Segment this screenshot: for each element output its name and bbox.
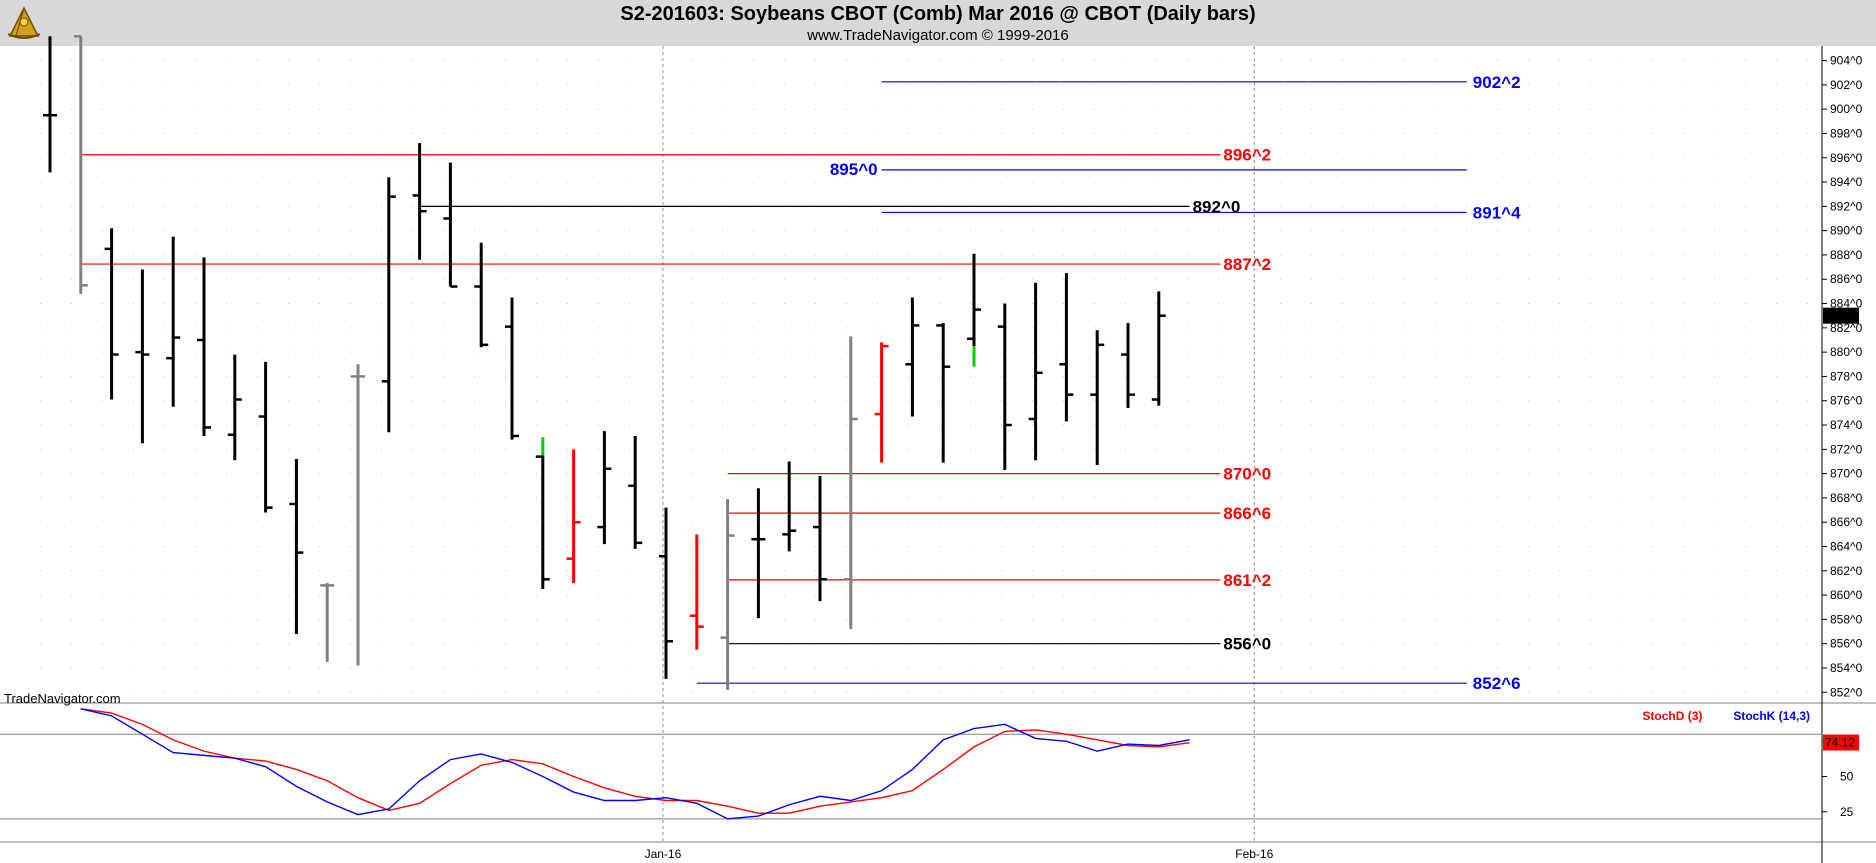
stoch-series-line bbox=[80, 708, 1190, 814]
y-tick-label: 892^0 bbox=[1830, 199, 1863, 213]
ohlc-bar bbox=[474, 242, 489, 348]
y-tick-label: 866^0 bbox=[1830, 515, 1863, 529]
level-label: 852^6 bbox=[1473, 674, 1521, 693]
last-price-flag bbox=[1823, 307, 1859, 324]
level-label: 870^0 bbox=[1223, 465, 1271, 484]
ohlc-bar bbox=[597, 431, 612, 545]
stochastic-panel: 755025StochK (14,3)StochD (3)74.12 bbox=[0, 708, 1859, 820]
ohlc-bar bbox=[720, 499, 735, 690]
ohlc-bar bbox=[813, 476, 827, 602]
y-tick-label: 902^0 bbox=[1830, 78, 1863, 92]
y-tick-label: 876^0 bbox=[1830, 394, 1863, 408]
level-label: 887^2 bbox=[1223, 255, 1271, 274]
y-tick-label: 898^0 bbox=[1830, 126, 1863, 140]
chart-title: S2-201603: Soybeans CBOT (Comb) Mar 2016… bbox=[620, 3, 1256, 25]
y-tick-label: 862^0 bbox=[1830, 564, 1863, 578]
x-tick-label: Feb-16 bbox=[1235, 847, 1273, 861]
ohlc-bar bbox=[197, 257, 211, 436]
y-tick-label: 884^0 bbox=[1830, 297, 1863, 311]
ohlc-bar bbox=[535, 437, 550, 590]
y-tick-label: 856^0 bbox=[1830, 637, 1863, 651]
ohlc-bar bbox=[1090, 330, 1105, 466]
ohlc-bar bbox=[505, 297, 519, 440]
stoch-legend-entry: StochK (14,3) bbox=[1733, 709, 1810, 723]
y-tick-label: 894^0 bbox=[1830, 175, 1863, 189]
level-label: 861^2 bbox=[1223, 571, 1271, 590]
y-tick-label: 886^0 bbox=[1830, 272, 1863, 286]
y-tick-label: 900^0 bbox=[1830, 102, 1863, 116]
level-label: 892^0 bbox=[1193, 197, 1241, 216]
ohlc-bar bbox=[1121, 322, 1135, 409]
ohlc-bar bbox=[258, 361, 273, 513]
ohlc-bar bbox=[751, 488, 766, 619]
ohlc-bar bbox=[227, 354, 242, 461]
stoch-tick-label: 50 bbox=[1840, 770, 1854, 784]
ohlc-bar bbox=[1028, 282, 1043, 461]
y-tick-label: 890^0 bbox=[1830, 224, 1863, 238]
ohlc-bar bbox=[689, 534, 704, 650]
ohlc-bar bbox=[320, 582, 335, 662]
ohlc-bar bbox=[1151, 291, 1166, 406]
ohlc-bar bbox=[997, 303, 1012, 470]
y-tick-label: 888^0 bbox=[1830, 248, 1863, 262]
y-tick-label: 854^0 bbox=[1830, 661, 1863, 675]
ohlc-bar bbox=[135, 269, 150, 444]
y-tick-label: 904^0 bbox=[1830, 54, 1863, 68]
ohlc-bar bbox=[351, 364, 365, 666]
stoch-legend-entry: StochD (3) bbox=[1642, 709, 1702, 723]
y-tick-label: 860^0 bbox=[1830, 588, 1863, 602]
ohlc-bar bbox=[289, 459, 304, 634]
level-label: 866^6 bbox=[1223, 504, 1271, 523]
y-tick-label: 880^0 bbox=[1830, 345, 1863, 359]
last-price-label: 883^0 bbox=[1826, 309, 1859, 323]
y-tick-label: 870^0 bbox=[1830, 467, 1863, 481]
ohlc-bar bbox=[1059, 273, 1074, 422]
level-label: 856^0 bbox=[1223, 635, 1271, 654]
y-tick-label: 858^0 bbox=[1830, 612, 1863, 626]
ohlc-bar bbox=[628, 435, 643, 549]
ohlc-bar bbox=[874, 342, 889, 463]
y-tick-label: 878^0 bbox=[1830, 369, 1863, 383]
ohlc-bar bbox=[443, 162, 458, 288]
axes: 904^0 902^0 900^0 898^0 896^0 894^0 892^0 890^0… bbox=[0, 46, 1876, 863]
ohlc-bar bbox=[782, 461, 797, 552]
y-tick-label: 874^0 bbox=[1830, 418, 1863, 432]
level-label: 891^4 bbox=[1473, 203, 1521, 222]
ohlc-bar bbox=[166, 236, 181, 407]
ohlc-bar bbox=[412, 143, 427, 260]
x-tick-label: Jan-16 bbox=[645, 847, 682, 861]
stoch-series-line bbox=[80, 708, 1190, 820]
stoch-last-flag bbox=[1823, 734, 1859, 751]
y-tick-label: 852^0 bbox=[1830, 685, 1863, 699]
y-tick-label: 868^0 bbox=[1830, 491, 1863, 505]
level-label: 895^0 bbox=[830, 160, 878, 179]
ohlc-bar bbox=[73, 35, 88, 294]
ohlc-bar bbox=[43, 36, 57, 173]
chart-header: S2-201603: Soybeans CBOT (Comb) Mar 2016… bbox=[0, 0, 1876, 46]
ohlc-bar bbox=[566, 449, 581, 583]
ohlc-bar bbox=[104, 228, 119, 400]
stoch-tick-label: 25 bbox=[1840, 805, 1854, 819]
level-label: 902^2 bbox=[1473, 73, 1521, 92]
stoch-last-value: 74.12 bbox=[1825, 736, 1855, 750]
ohlc-bar bbox=[905, 297, 920, 417]
chart-subtitle: www.TradeNavigator.com © 1999-2016 bbox=[807, 27, 1069, 44]
ohlc-bar bbox=[381, 177, 396, 433]
level-label: 896^2 bbox=[1223, 146, 1271, 165]
ohlc-bars bbox=[43, 35, 1166, 690]
ohlc-bar bbox=[936, 322, 951, 463]
sextant-logo-icon bbox=[7, 6, 41, 39]
ohlc-bar bbox=[659, 507, 673, 679]
y-tick-label: 864^0 bbox=[1830, 540, 1863, 554]
y-tick-label: 882^0 bbox=[1830, 321, 1863, 335]
y-tick-label: 896^0 bbox=[1830, 151, 1863, 165]
grid bbox=[40, 46, 1820, 842]
y-tick-label: 872^0 bbox=[1830, 442, 1863, 456]
ohlc-bar bbox=[967, 253, 981, 367]
watermark: TradeNavigator.com bbox=[4, 691, 121, 706]
ohlc-bar bbox=[843, 336, 858, 630]
price-levels: 902^2 896^2 895^0 892^0 891^4 887^2 870^0 866^6… bbox=[80, 73, 1521, 693]
